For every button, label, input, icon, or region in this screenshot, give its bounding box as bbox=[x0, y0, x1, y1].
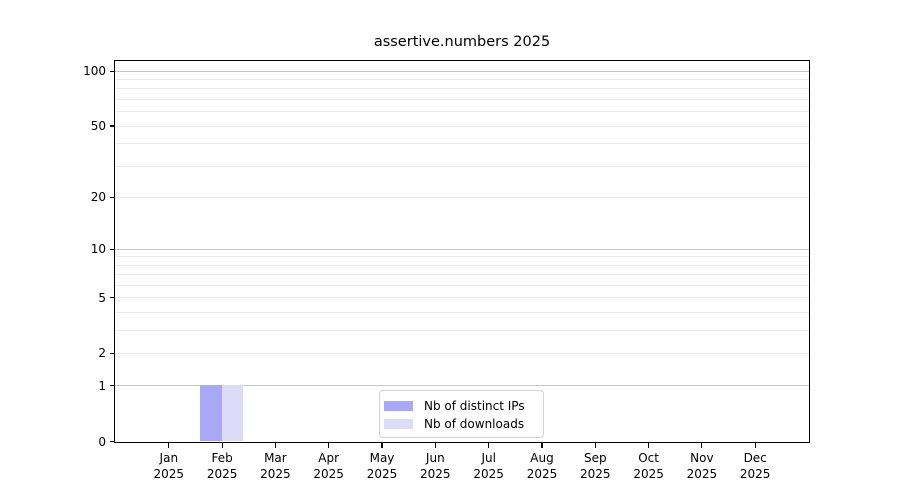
x-tick-mark bbox=[381, 443, 383, 448]
x-tick-mark bbox=[274, 443, 276, 448]
legend-swatch-downloads bbox=[384, 418, 413, 430]
y-tick-mark bbox=[110, 352, 114, 354]
legend-label-downloads: Nb of downloads bbox=[424, 417, 525, 431]
x-tick-mark bbox=[168, 443, 170, 448]
x-tick-label-year: 2025 bbox=[260, 466, 291, 481]
x-tick-label-year: 2025 bbox=[420, 466, 451, 481]
x-tick-label: May 2025 bbox=[342, 451, 422, 482]
y-tick-mark bbox=[110, 297, 114, 299]
y-gridline bbox=[115, 352, 809, 354]
x-tick-label-month: Dec bbox=[743, 451, 767, 465]
y-gridline-minor bbox=[115, 79, 809, 81]
y-tick-label: 10 bbox=[90, 242, 106, 257]
x-tick-label: Apr 2025 bbox=[289, 451, 369, 482]
legend-swatch-distinct-ips bbox=[384, 400, 413, 412]
x-tick-label-year: 2025 bbox=[686, 466, 718, 481]
x-tick-label-month: Sep bbox=[583, 451, 607, 465]
x-tick-label-month: Jul bbox=[481, 451, 496, 465]
x-tick-mark bbox=[648, 443, 650, 448]
chart-title: assertive.numbers 2025 bbox=[373, 34, 551, 50]
x-tick-label-month: Oct bbox=[638, 451, 659, 465]
x-tick-mark bbox=[754, 443, 756, 448]
legend-row-downloads: Nb of downloads bbox=[384, 415, 543, 433]
y-tick-label: 2 bbox=[98, 346, 106, 361]
x-tick-label-year: 2025 bbox=[633, 466, 664, 481]
x-tick-label-year: 2025 bbox=[739, 466, 771, 481]
y-tick-mark bbox=[110, 70, 114, 72]
y-gridline-minor bbox=[115, 143, 809, 144]
y-tick-mark bbox=[110, 385, 114, 387]
x-tick-label: Jul 2025 bbox=[449, 451, 529, 482]
x-tick-label: Mar 2025 bbox=[235, 451, 315, 482]
plot-area bbox=[114, 60, 810, 443]
x-tick-mark bbox=[221, 443, 223, 448]
x-tick-mark bbox=[488, 443, 490, 448]
y-tick-label: 5 bbox=[98, 290, 106, 305]
x-tick-label-month: Jun bbox=[425, 451, 445, 465]
x-tick-label-month: Jan bbox=[159, 451, 179, 465]
y-gridline-minor bbox=[115, 111, 809, 113]
x-tick-mark bbox=[541, 443, 543, 448]
x-tick-mark bbox=[328, 443, 330, 448]
x-tick-label-year: 2025 bbox=[313, 466, 344, 481]
x-tick-label: Jan 2025 bbox=[129, 451, 209, 482]
y-gridline-minor bbox=[115, 311, 809, 313]
y-gridline bbox=[115, 196, 809, 198]
bar-downloads bbox=[221, 385, 244, 441]
y-tick-label: 100 bbox=[83, 64, 106, 79]
x-tick-label: Nov 2025 bbox=[662, 451, 742, 482]
x-tick-mark bbox=[594, 443, 596, 448]
x-tick-label-year: 2025 bbox=[206, 466, 238, 481]
y-gridline bbox=[115, 70, 809, 72]
x-tick-mark bbox=[701, 443, 703, 448]
y-gridline bbox=[115, 297, 809, 299]
y-tick-label: 50 bbox=[90, 119, 106, 133]
y-gridline-minor bbox=[115, 274, 809, 276]
x-tick-label-month: Aug bbox=[530, 451, 554, 465]
x-tick-mark bbox=[434, 443, 436, 448]
x-tick-label: Sep 2025 bbox=[555, 451, 635, 482]
x-tick-label: Jun 2025 bbox=[395, 451, 475, 482]
y-gridline bbox=[115, 125, 809, 127]
legend: Nb of distinct IPs Nb of downloads bbox=[379, 390, 544, 438]
x-tick-label-year: 2025 bbox=[366, 466, 398, 481]
y-gridline-minor bbox=[115, 88, 809, 90]
x-tick-label-month: Nov bbox=[690, 451, 714, 465]
x-tick-label-year: 2025 bbox=[580, 466, 611, 481]
x-tick-label-month: Feb bbox=[211, 451, 233, 465]
y-tick-label: 1 bbox=[98, 378, 106, 393]
y-tick-mark bbox=[110, 248, 114, 250]
y-gridline-minor bbox=[115, 284, 809, 286]
legend-row-distinct-ips: Nb of distinct IPs bbox=[384, 397, 543, 415]
x-tick-label-month: Apr bbox=[318, 451, 340, 465]
y-gridline bbox=[115, 385, 809, 387]
x-tick-label: Dec 2025 bbox=[715, 451, 795, 482]
y-gridline-minor bbox=[115, 329, 809, 331]
y-tick-mark bbox=[110, 440, 114, 443]
legend-label-distinct-ips: Nb of distinct IPs bbox=[424, 399, 525, 413]
y-gridline bbox=[115, 248, 809, 250]
x-tick-label-year: 2025 bbox=[473, 466, 504, 481]
x-tick-label: Oct 2025 bbox=[609, 451, 689, 482]
y-tick-label: 0 bbox=[98, 434, 106, 449]
x-tick-label: Feb 2025 bbox=[182, 451, 262, 482]
y-tick-mark bbox=[110, 125, 114, 127]
x-tick-label-year: 2025 bbox=[153, 466, 185, 481]
y-gridline-minor bbox=[115, 99, 809, 100]
x-tick-label-year: 2025 bbox=[526, 466, 558, 481]
y-gridline-minor bbox=[115, 264, 809, 266]
bar-distinct-ips bbox=[200, 385, 222, 441]
y-gridline-minor bbox=[115, 165, 809, 167]
y-tick-label: 20 bbox=[90, 190, 106, 205]
x-tick-label-month: May bbox=[369, 451, 395, 465]
x-tick-label-month: Mar bbox=[264, 451, 287, 465]
x-tick-label: Aug 2025 bbox=[502, 451, 582, 482]
y-gridline-minor bbox=[115, 256, 809, 258]
y-tick-mark bbox=[110, 196, 114, 198]
